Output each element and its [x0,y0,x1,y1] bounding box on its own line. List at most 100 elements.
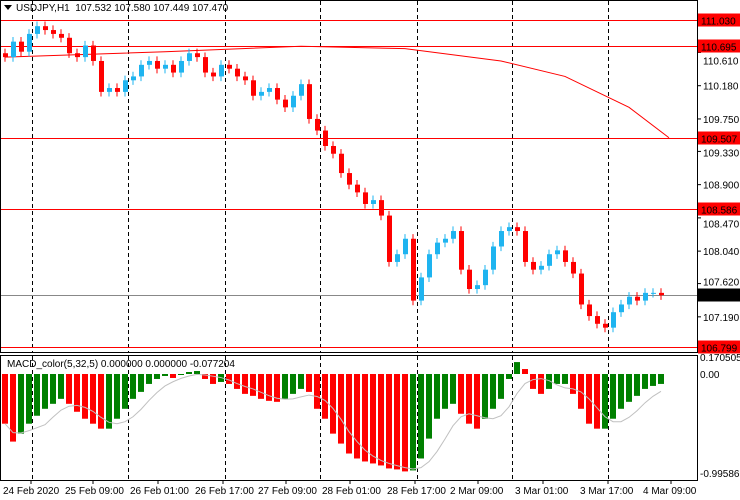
macd-histogram-bar [18,374,24,434]
candle-bearish [331,145,336,154]
candle-bearish [251,80,256,96]
dropdown-triangle-icon[interactable] [4,5,12,10]
price-tick-label: 108.040 [703,247,740,258]
macd-histogram-bar [506,374,512,379]
macd-histogram-bar [458,374,464,414]
level-price-label: 108.586 [701,206,738,217]
candle-bullish [419,277,424,301]
candle-bearish [307,84,312,119]
candle-bullish [147,60,152,65]
macd-histogram-bar [290,374,296,394]
candle-bearish [579,273,584,305]
macd-histogram-bar [530,374,536,389]
macd-histogram-bar [378,374,384,466]
macd-histogram-bar [338,374,344,444]
macd-histogram-bar [298,374,304,389]
candle-bullish [139,64,144,77]
candle-bearish [339,153,344,174]
macd-histogram-bar [394,374,400,470]
candle-bullish [643,292,648,301]
macd-histogram-bar [466,374,472,424]
macd-title: MACD_color(5,32,5) 0.000000 0.000000 -0.… [7,359,235,370]
candle-bullish [499,231,504,247]
candle-bullish [179,60,184,73]
time-tick-label: 4 Mar 09:00 [643,486,697,497]
macd-histogram-bar [418,374,424,459]
candle-bullish [451,231,456,239]
candle-bearish [563,250,568,262]
candle-bearish [571,261,576,274]
macd-histogram-bar [26,374,32,424]
candle-bullish [435,242,440,255]
macd-histogram-bar [562,374,568,384]
price-tick-label: 107.190 [703,313,740,324]
macd-histogram-bar [234,374,240,389]
macd-histogram-bar [410,374,416,471]
macd-histogram-bar [98,374,104,429]
macd-histogram-bar [354,374,360,459]
candle-bullish [403,238,408,255]
candle-bearish [523,231,528,262]
macd-histogram-bar [274,374,280,402]
level-price-badge [698,340,740,354]
macd-histogram-bar [210,374,216,384]
macd-histogram-bar [194,371,200,374]
macd-histogram-bar [122,374,128,409]
macd-histogram-bar [258,374,264,399]
current-price-label: 107.470 [701,292,738,303]
candle-bearish [43,26,48,31]
macd-histogram-bar [58,374,64,399]
candle-bullish [395,254,400,262]
level-price-badge [698,131,740,145]
time-tick-label: 28 Feb 01:00 [322,486,381,497]
symbol-label: USDJPY,H1 [16,3,70,14]
macd-histogram-bar [602,374,608,429]
candle-bullish [219,64,224,77]
candle-bearish [211,72,216,77]
level-price-label: 109.507 [701,135,738,146]
time-tick-label: 26 Feb 01:00 [130,486,189,497]
candle-bearish [203,57,208,73]
macd-histogram-bar [658,374,664,384]
macd-histogram-bar [442,374,448,409]
macd-panel-frame [0,355,698,481]
macd-histogram-bar [202,374,208,379]
candle-bearish [347,173,352,185]
candle-bearish [315,118,320,131]
macd-histogram-bar [130,374,136,399]
candle-bullish [475,285,480,290]
time-tick-label: 26 Feb 17:00 [195,486,254,497]
candle-bullish [27,33,32,52]
macd-histogram-bar [66,374,72,404]
candle-bearish [411,238,416,301]
current-price-badge [698,288,740,302]
candle-bullish [83,45,88,58]
macd-histogram-bar [626,374,632,402]
price-tick-label: 108.470 [703,220,740,231]
macd-histogram-bar [546,374,552,389]
candle-bullish [299,84,304,96]
candle-bullish [123,80,128,92]
macd-histogram-bar [146,374,152,384]
macd-histogram-bar [114,374,120,419]
candle-bullish [163,64,168,69]
macd-histogram-bar [2,374,8,424]
candle-bearish [459,231,464,270]
macd-tick-label: 0.00 [700,370,720,381]
macd-histogram-bar [42,374,48,409]
candle-bearish [587,304,592,317]
macd-histogram-bar [10,374,16,442]
level-price-badge [698,39,740,53]
level-price-label: 110.695 [701,43,737,54]
macd-histogram-bar [370,374,376,464]
time-tick-label: 28 Feb 17:00 [387,486,446,497]
level-price-badge [698,202,740,216]
candle-bullish [611,312,616,328]
macd-histogram-bar [482,374,488,419]
macd-histogram-bar [346,374,352,454]
candle-bearish [515,227,520,232]
macd-histogram-bar [490,374,496,409]
candle-bearish [275,88,280,100]
macd-histogram-bar [362,374,368,462]
